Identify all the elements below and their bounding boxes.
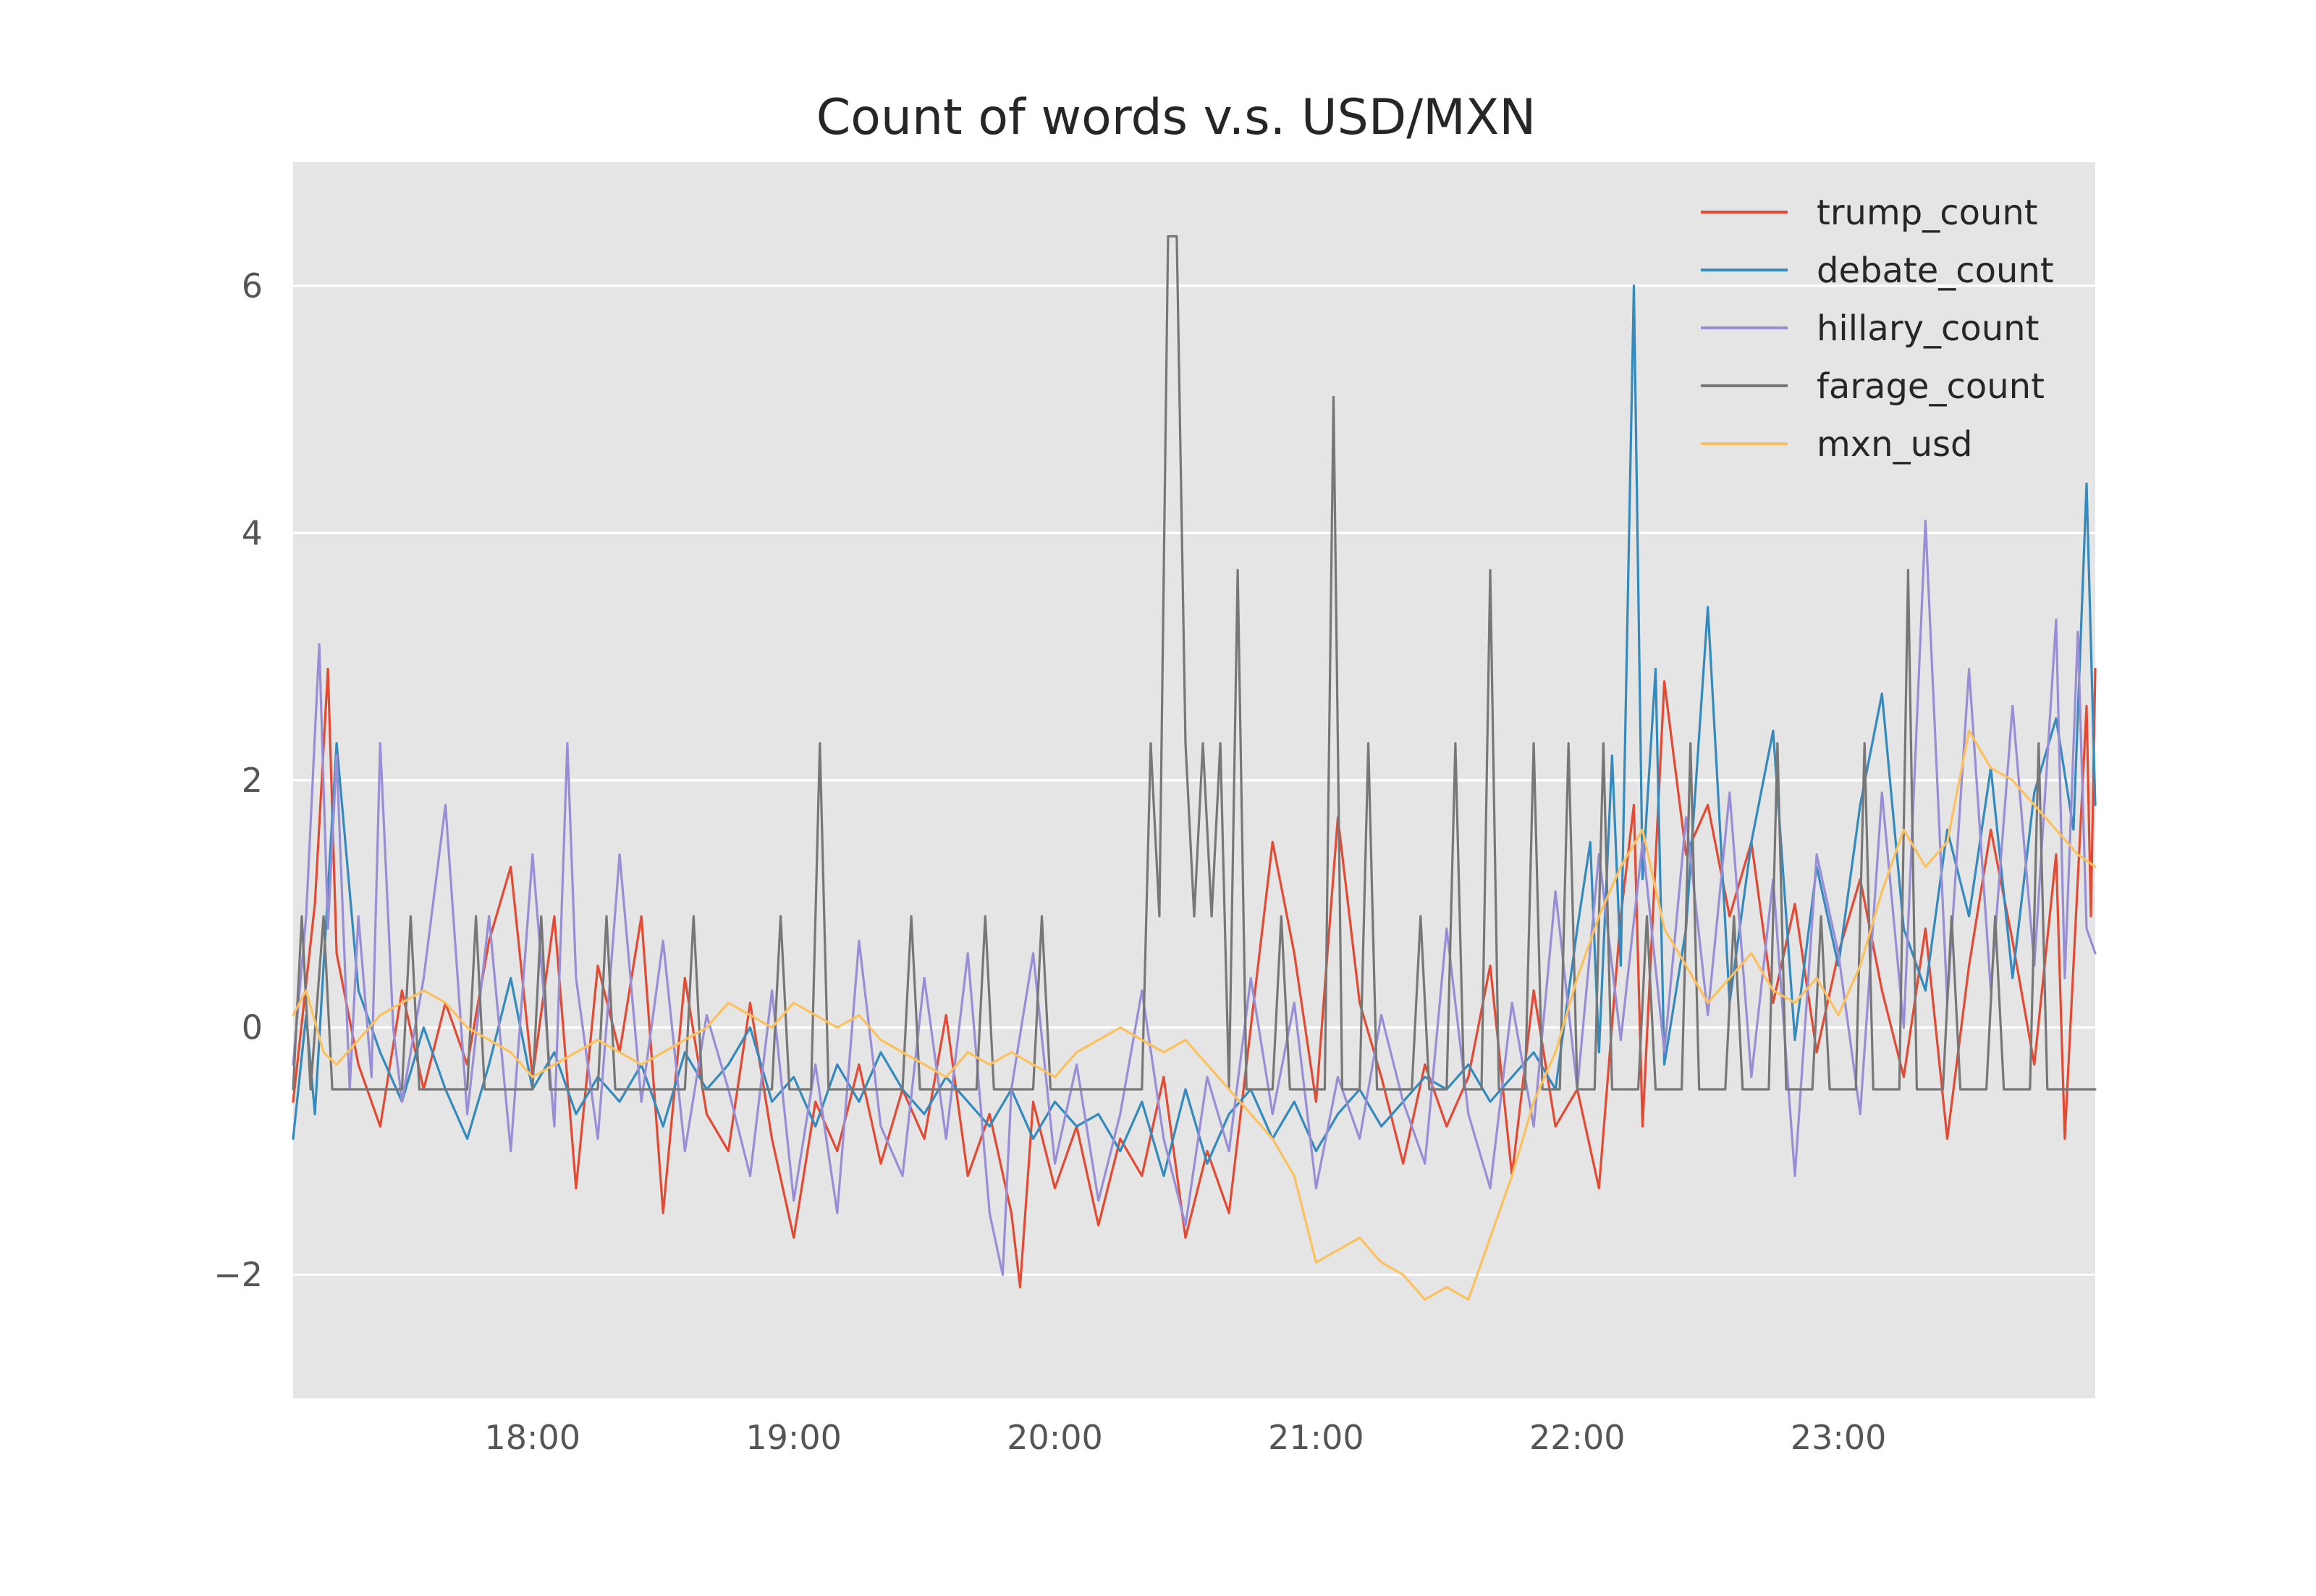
grid-lines (293, 284, 2095, 1276)
x-tick-label: 23:00 (1791, 1418, 1887, 1457)
chart-title: Count of words v.s. USD/MXN (816, 89, 1536, 146)
x-tick-label: 22:00 (1529, 1418, 1626, 1457)
series-line-farage_count (292, 235, 2097, 1091)
legend-label-debate_count: debate_count (1817, 250, 2054, 291)
x-tick-label: 18:00 (485, 1418, 581, 1457)
y-tick-label: 4 (242, 513, 263, 552)
y-tick-label: 0 (242, 1008, 263, 1047)
series-lines (292, 235, 2097, 1301)
x-tick-label: 19:00 (745, 1418, 842, 1457)
y-tick-label: 6 (242, 266, 263, 305)
x-tick-label: 20:00 (1007, 1418, 1103, 1457)
legend-label-trump_count: trump_count (1817, 193, 2038, 233)
series-line-mxn_usd (292, 730, 2097, 1301)
legend-label-farage_count: farage_count (1817, 366, 2045, 407)
y-tick-label: 2 (242, 761, 263, 800)
series-line-hillary_count (292, 519, 2097, 1276)
x-tick-label: 21:00 (1268, 1418, 1364, 1457)
legend: trump_count debate_count hillary_countfara… (1701, 193, 2054, 465)
legend-label-hillary_count: hillary_count (1817, 308, 2039, 349)
legend-label-mxn_usd: mxn_usd (1817, 424, 1972, 465)
axis-ticks: −2 0 2 4 6 18:00 19:00 20:00 21:00 22:00 23:00 (214, 266, 1886, 1457)
y-tick-label: −2 (214, 1255, 263, 1294)
